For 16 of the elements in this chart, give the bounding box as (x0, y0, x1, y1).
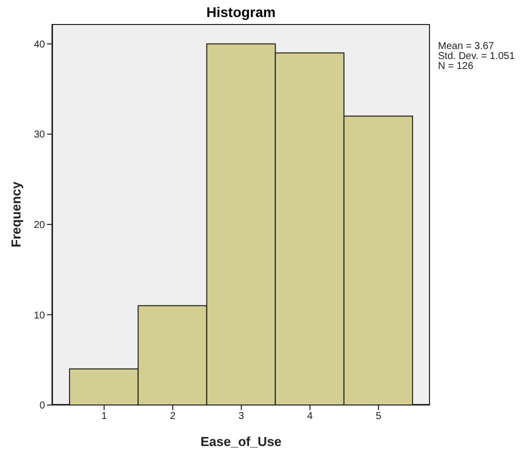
x-tick-label: 2 (170, 411, 176, 422)
y-tick-label: 10 (34, 310, 46, 322)
x-tick-label: 1 (101, 411, 108, 422)
y-tick-label: 20 (34, 220, 46, 231)
y-tick-label: 30 (34, 130, 46, 141)
x-axis-title: Ease_of_Use (200, 434, 282, 449)
x-tick-label: 3 (238, 411, 245, 422)
text: Std. Dev. = 1.051 (438, 51, 515, 62)
y-tick-label: 40 (34, 39, 46, 50)
y-tick-label: 0 (39, 400, 46, 412)
x-tick-label: 5 (376, 411, 382, 422)
text: Mean = 3.67 (438, 41, 495, 52)
chart-title: Histogram (205, 4, 277, 20)
x-tick-label: 4 (307, 411, 314, 422)
y-axis-title: Frequency (8, 180, 24, 248)
text: N = 126 (438, 61, 474, 72)
